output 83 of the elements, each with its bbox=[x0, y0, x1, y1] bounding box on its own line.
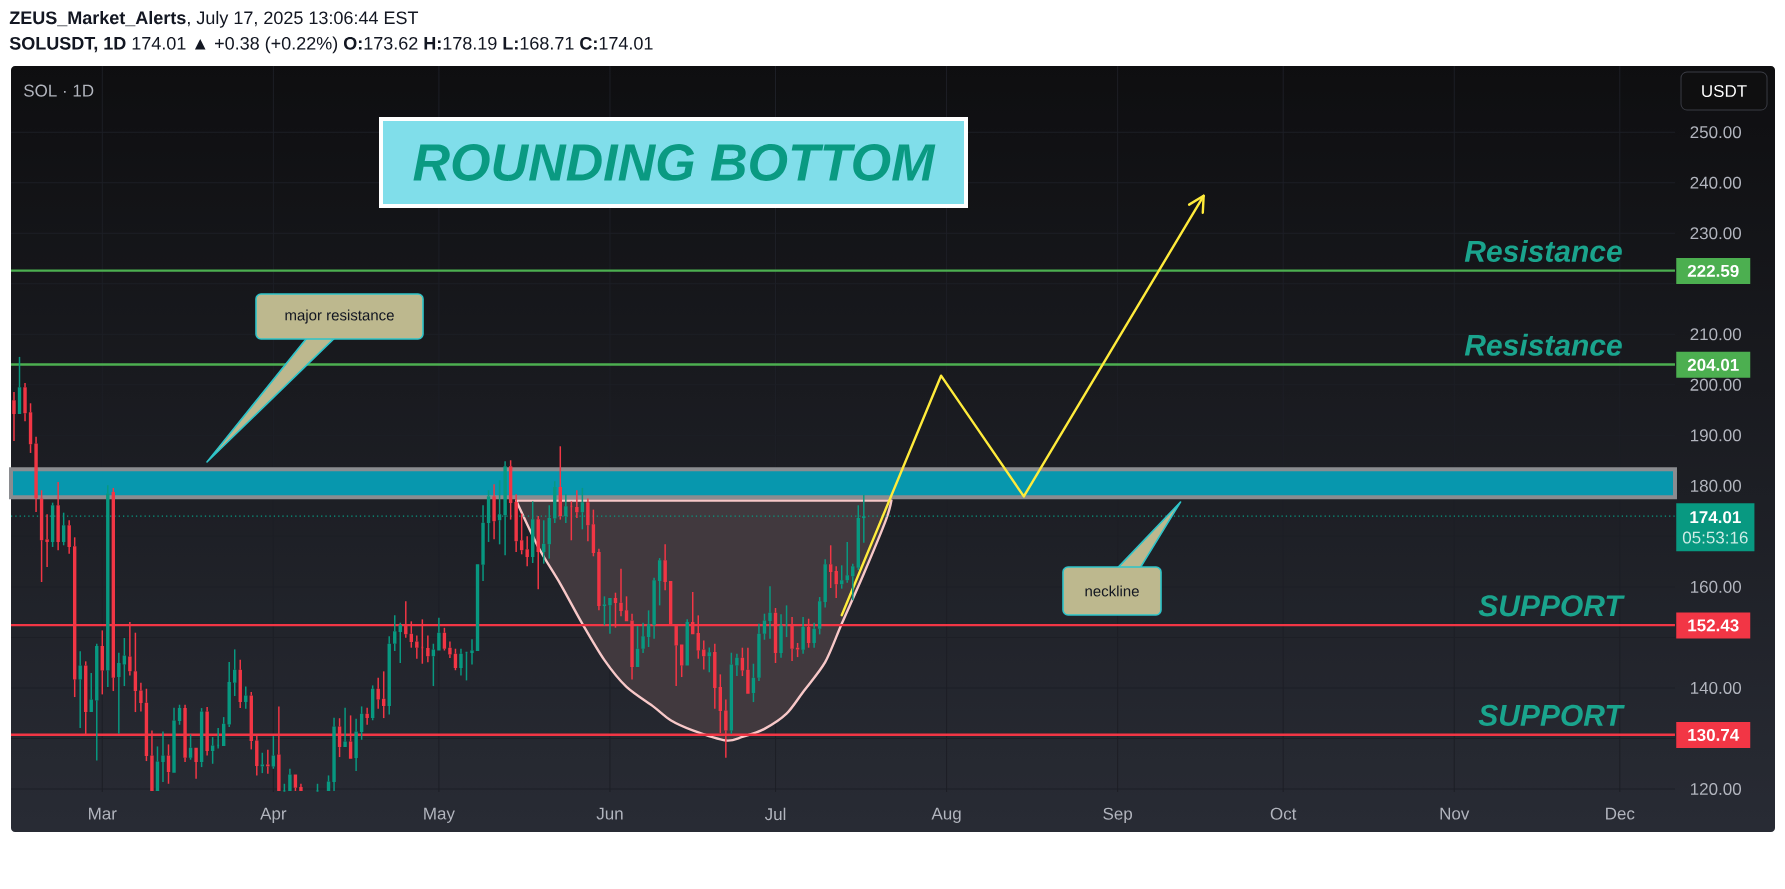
y-tick-label: 210.00 bbox=[1690, 328, 1742, 341]
candlestick bbox=[597, 547, 601, 612]
candlestick bbox=[525, 535, 529, 568]
candlestick bbox=[376, 676, 380, 710]
x-tick-label: Sep bbox=[1103, 807, 1133, 824]
y-axis-title: USDT bbox=[1702, 84, 1747, 98]
x-tick-label: Dec bbox=[1606, 807, 1635, 820]
candlestick bbox=[492, 483, 496, 541]
candlestick bbox=[332, 716, 336, 792]
candlestick bbox=[619, 567, 623, 618]
candlestick bbox=[641, 622, 645, 654]
text: 05:53:16 bbox=[1682, 531, 1748, 544]
candlestick bbox=[459, 647, 463, 677]
text: ROUNDING BOTTOM bbox=[413, 144, 936, 181]
candlestick bbox=[586, 497, 590, 543]
candlestick bbox=[12, 391, 16, 442]
y-tick-label: 190.00 bbox=[1690, 429, 1742, 442]
annotation: major resistance bbox=[285, 309, 394, 324]
candlestick bbox=[812, 622, 816, 649]
candlestick bbox=[702, 639, 706, 671]
candlestick bbox=[470, 638, 474, 666]
candlestick bbox=[663, 543, 667, 592]
text: 222.59 bbox=[1687, 264, 1739, 277]
ref-line-label: Resistance bbox=[1464, 239, 1622, 262]
candlestick bbox=[244, 685, 248, 710]
candlestick bbox=[652, 577, 656, 640]
candlestick bbox=[779, 613, 783, 659]
candlestick bbox=[757, 622, 761, 682]
y-tick-label: 120.00 bbox=[1690, 782, 1742, 795]
candlestick bbox=[514, 493, 518, 553]
candlestick bbox=[133, 631, 138, 713]
y-tick-label: 200.00 bbox=[1690, 378, 1742, 391]
x-tick-label: Nov bbox=[1440, 807, 1470, 820]
x-tick-label: Aug bbox=[931, 807, 961, 823]
candlestick bbox=[536, 515, 540, 591]
candlestick bbox=[553, 480, 557, 524]
candlestick bbox=[139, 681, 143, 713]
text: 152.43 bbox=[1688, 619, 1739, 632]
text: 204.01 bbox=[1687, 358, 1739, 371]
x-tick-label: Mar bbox=[89, 807, 117, 820]
y-tick-label: 240.00 bbox=[1690, 176, 1742, 189]
y-tick-label: 250.00 bbox=[1690, 126, 1742, 139]
text: 130.74 bbox=[1688, 728, 1740, 741]
candlestick bbox=[117, 651, 121, 735]
candlestick bbox=[801, 616, 805, 655]
y-tick-label: 140.00 bbox=[1690, 681, 1742, 694]
candlestick bbox=[266, 748, 270, 775]
candlestick bbox=[713, 642, 717, 710]
candlestick bbox=[354, 717, 358, 772]
x-tick-label: Jul bbox=[764, 807, 786, 821]
text: ZEUS_Market_Alerts, July 17, 2025 13:06:44 EST bbox=[9, 10, 419, 28]
candlestick bbox=[851, 562, 855, 602]
candlestick bbox=[845, 541, 849, 584]
candlestick bbox=[34, 435, 38, 513]
x-tick-label: Jun bbox=[596, 807, 623, 820]
x-tick-label: May bbox=[424, 807, 455, 823]
candlestick bbox=[735, 652, 739, 677]
candlestick bbox=[78, 650, 82, 729]
y-tick-label: 230.00 bbox=[1690, 227, 1742, 240]
candlestick bbox=[67, 519, 71, 555]
candlestick bbox=[56, 481, 60, 552]
candlestick bbox=[834, 565, 838, 599]
text: SOLUSDT, 1D 174.01 ▲ +0.38 (+0.22%) O:173.62 H:178.19 L:168.71 C:174.01 bbox=[9, 36, 653, 54]
text: SOL · 1D bbox=[24, 84, 94, 97]
candlestick bbox=[575, 489, 579, 519]
x-tick-label: Oct bbox=[1270, 807, 1297, 820]
candlestick bbox=[448, 640, 452, 659]
annotation: neckline bbox=[1085, 585, 1139, 597]
candlestick bbox=[823, 558, 827, 609]
ref-line-label: SUPPORT bbox=[1478, 595, 1625, 617]
candlestick bbox=[426, 634, 430, 663]
candlestick bbox=[365, 706, 369, 726]
candlestick bbox=[23, 382, 27, 423]
x-tick-label: Apr bbox=[260, 807, 287, 823]
candlestick bbox=[161, 730, 165, 783]
candlestick bbox=[45, 513, 49, 568]
ref-line-label: Resistance bbox=[1464, 333, 1622, 356]
text: 174.01 bbox=[1690, 511, 1741, 524]
y-tick-label: 180.00 bbox=[1690, 479, 1742, 492]
candlestick bbox=[768, 585, 772, 640]
y-tick-label: 160.00 bbox=[1690, 580, 1742, 593]
ref-line-label: SUPPORT bbox=[1478, 704, 1625, 726]
candlestick bbox=[415, 634, 419, 660]
